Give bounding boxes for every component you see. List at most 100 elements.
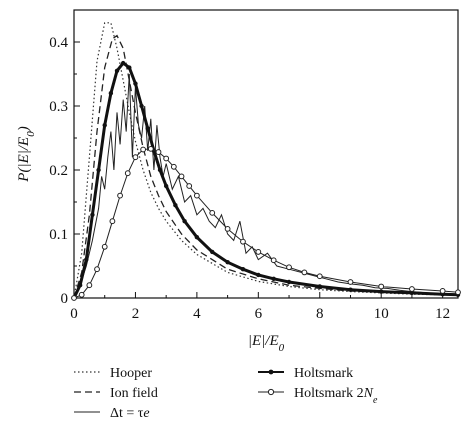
data-point [455, 289, 461, 296]
y-axis-title-text: P(|E|/E0) [16, 126, 37, 182]
data-point [117, 192, 123, 199]
data-point [224, 225, 231, 232]
series-0 [73, 22, 459, 299]
data-point [286, 279, 292, 285]
data-point [378, 283, 385, 290]
series-2 [73, 73, 459, 299]
data-point [71, 295, 77, 301]
data-point [286, 264, 292, 271]
data-point [132, 154, 139, 161]
data-point [173, 203, 178, 208]
y-axis-ticks: 0 0.1 0.2 0.3 0.4 [49, 9, 80, 307]
series-line [72, 61, 459, 299]
legend-item: Holtsmark 2Ne [258, 386, 378, 406]
x-tick-label: 0 [70, 306, 78, 322]
data-point [347, 279, 354, 285]
data-point [379, 289, 384, 294]
legend-item: Hooper [74, 366, 152, 381]
legend: Hooper Holtsmark Ion field Holtsmark 2Ne Δt … [74, 366, 378, 421]
legend-label: Hooper [110, 366, 152, 381]
data-point [155, 149, 162, 155]
legend-marker [268, 369, 274, 375]
y-tick-label: 0.3 [49, 99, 68, 115]
data-point [102, 123, 107, 128]
data-point [193, 192, 200, 199]
legend-label: Holtsmark [294, 366, 353, 381]
series-line [73, 22, 459, 299]
data-point [90, 212, 95, 217]
data-point [439, 288, 446, 294]
data-point [301, 269, 308, 276]
series-4 [71, 145, 461, 301]
legend-marker [267, 388, 275, 396]
data-point [255, 249, 262, 255]
data-point [139, 103, 144, 109]
data-point [84, 257, 89, 262]
series-3 [71, 60, 461, 301]
data-point [120, 60, 126, 66]
y-tick-label: 0.1 [49, 227, 68, 243]
data-point [124, 170, 131, 177]
data-point [78, 291, 85, 298]
data-point [225, 259, 230, 265]
legend-item: Ion field [74, 386, 158, 401]
data-point [133, 81, 138, 86]
x-tick-label: 10 [374, 306, 389, 322]
data-point [170, 163, 177, 170]
legend-item: Holtsmark [258, 366, 353, 381]
data-point [210, 249, 215, 255]
x-tick-label: 2 [132, 306, 140, 322]
legend-item: Δt = τe [74, 406, 150, 421]
data-point [182, 219, 187, 224]
data-point [186, 183, 193, 189]
data-point [178, 173, 185, 180]
x-axis-title: |E|/E0 [248, 333, 285, 354]
data-point [127, 65, 132, 70]
data-point [348, 287, 353, 292]
data-point [240, 238, 246, 245]
data-point [140, 146, 147, 153]
x-tick-label: 4 [193, 306, 201, 322]
y-axis-title: P(|E|/E0) [16, 126, 37, 182]
data-point [101, 243, 108, 250]
data-point [409, 286, 415, 292]
series-layer [71, 22, 461, 301]
data-point [271, 276, 276, 281]
data-point [409, 290, 415, 296]
data-point [147, 145, 154, 152]
data-point [86, 282, 93, 289]
y-tick-label: 0.4 [49, 35, 68, 51]
legend-label: Holtsmark 2Ne [294, 386, 378, 406]
data-point [108, 91, 114, 96]
data-point [145, 126, 150, 131]
data-point [240, 267, 246, 272]
data-point [157, 167, 163, 173]
data-point [77, 283, 83, 288]
data-point [317, 284, 322, 289]
x-tick-label: 8 [316, 306, 324, 322]
data-point [109, 218, 116, 225]
data-point [209, 209, 216, 216]
legend-label: Δt = τe [110, 406, 150, 421]
plot-border [73, 9, 459, 299]
data-point [163, 183, 169, 189]
x-tick-label: 6 [255, 306, 263, 322]
data-point [256, 272, 261, 278]
series-line [73, 148, 459, 299]
data-point [194, 235, 200, 240]
data-point [114, 68, 120, 74]
x-axis-ticks: 0 2 4 6 8 10 12 [70, 292, 450, 322]
data-point [270, 257, 277, 264]
plot-frame [73, 9, 459, 299]
data-point [316, 273, 323, 280]
data-point [163, 155, 170, 162]
y-tick-label: 0.2 [49, 163, 68, 179]
y-tick-label: 0 [61, 291, 69, 307]
x-axis-title-text: |E|/E0 [248, 333, 285, 354]
data-point [94, 266, 100, 273]
series-line [73, 73, 459, 299]
data-point [96, 167, 101, 173]
legend-label: Ion field [110, 386, 158, 401]
x-tick-label: 12 [435, 306, 450, 322]
